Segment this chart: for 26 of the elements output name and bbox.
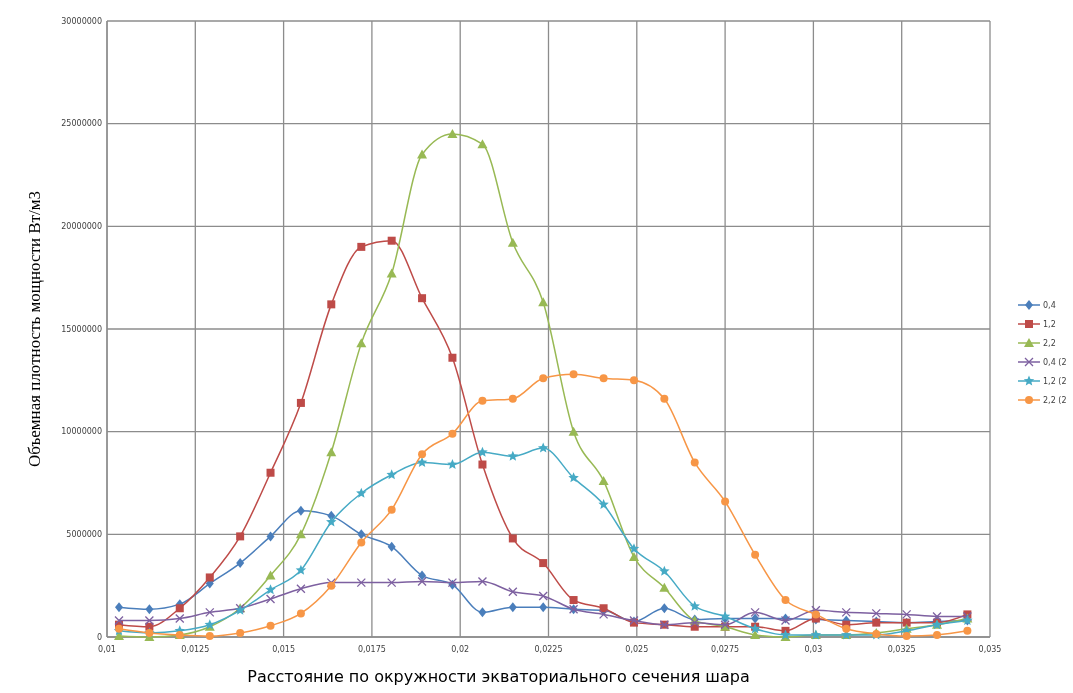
y-tick-label: 15000000 <box>61 324 102 334</box>
y-tick-label: 10000000 <box>61 427 102 437</box>
x-tick-label: 0,035 <box>978 645 1002 654</box>
x-tick-label: 0,0125 <box>181 645 210 654</box>
y-axis-title: Объемная плотность мощности Вт/м3 <box>25 190 44 468</box>
y-tick-label: 25000000 <box>61 119 102 129</box>
x-axis-title: Расстояние по окружности экваториального сечения шара <box>247 667 750 686</box>
x-tick-label: 0,0225 <box>534 645 563 654</box>
y-tick-label: 0 <box>96 632 102 642</box>
x-tick-label: 0,01 <box>98 645 116 654</box>
x-tick-label: 0,03 <box>804 645 823 654</box>
y-tick-label: 5000000 <box>66 530 102 540</box>
x-tick-label: 0,0275 <box>711 645 740 654</box>
x-tick-label: 0,015 <box>272 645 296 654</box>
legend-label: 2,2 (2 <box>1043 395 1067 405</box>
x-tick-label: 0,025 <box>625 645 649 654</box>
legend-label: 1,2 (2 <box>1043 376 1067 386</box>
x-tick-label: 0,0175 <box>357 645 386 654</box>
legend-label: 0,4 (2 <box>1043 357 1067 367</box>
legend-label: 2,2 <box>1043 338 1056 348</box>
legend-label: 0,4 <box>1043 300 1056 310</box>
x-tick-label: 0,0325 <box>887 645 916 654</box>
x-tick-label: 0,02 <box>451 645 470 654</box>
y-tick-label: 30000000 <box>61 16 102 26</box>
legend-label: 1,2 <box>1043 319 1056 329</box>
y-tick-label: 20000000 <box>61 222 102 232</box>
